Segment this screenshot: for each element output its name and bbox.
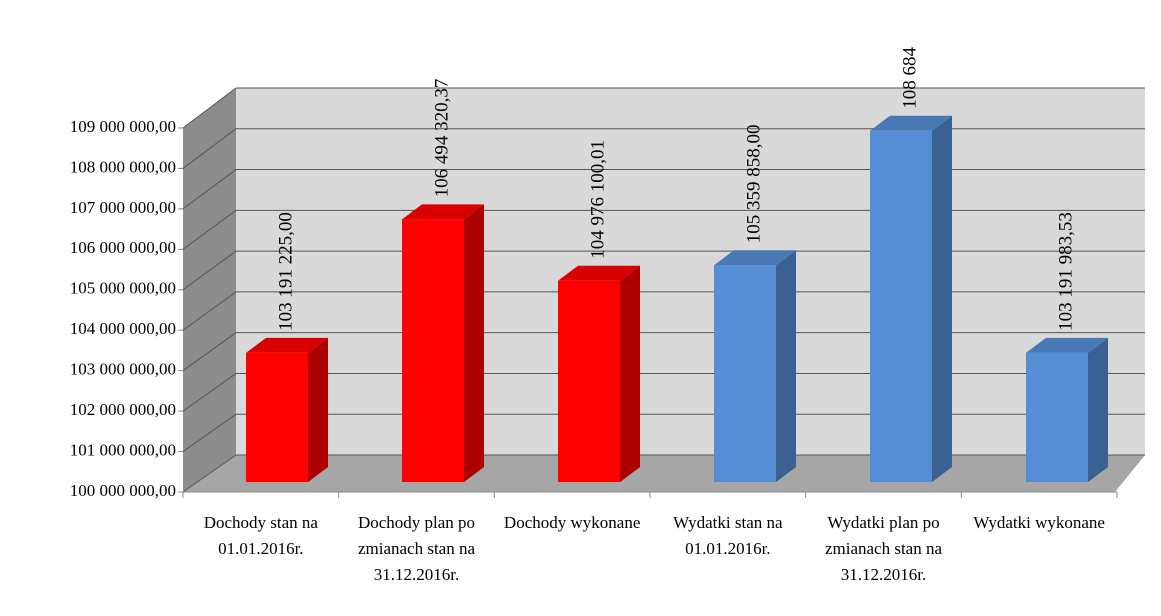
x-tick-label: Dochody plan po zmianach stan na 31.12.2… [357, 513, 476, 584]
grid-line [182, 169, 237, 210]
grid-line [182, 250, 237, 291]
x-tick-label: Wydatki wykonane [973, 513, 1105, 532]
bar-top [1026, 337, 1108, 353]
value-label: 106 494 320,37 [431, 79, 452, 198]
grid-line [182, 332, 237, 372]
grid-line [182, 209, 237, 250]
x-tick-label: Dochody wykonane [503, 513, 641, 532]
grid-line [182, 87, 237, 129]
y-tick-label: 102 000 000,00 [70, 400, 176, 419]
bar [870, 130, 932, 482]
bar-side [464, 204, 484, 482]
y-tick-label: 100 000 000,00 [70, 481, 176, 500]
bar-side [308, 337, 328, 482]
x-tick-label: Dochody stan na 01.01.2016r. [203, 513, 318, 558]
back-wall [236, 88, 1145, 455]
y-tick-label: 104 000 000,00 [70, 319, 176, 338]
bar-side [776, 250, 796, 482]
bar-side [1088, 337, 1108, 482]
grid-line [182, 413, 237, 452]
grid-line [182, 373, 237, 412]
bar [714, 265, 776, 482]
value-label: 105 359 858,00 [743, 124, 764, 243]
x-tick-label: Wydatki plan po zmianach stan na 31.12.2… [824, 513, 943, 584]
y-tick-label: 101 000 000,00 [70, 440, 176, 459]
y-tick-label: 106 000 000,00 [70, 238, 176, 257]
y-tick-label: 105 000 000,00 [70, 279, 176, 298]
y-tick-label: 107 000 000,00 [70, 198, 176, 217]
grid-line [182, 291, 237, 331]
value-label: 108 684 [899, 47, 920, 109]
bar [558, 280, 620, 482]
bar [1026, 352, 1088, 482]
bar-top [870, 115, 952, 131]
side-wall [183, 88, 236, 492]
y-tick-label: 109 000 000,00 [70, 117, 176, 136]
bar [402, 219, 464, 482]
value-label: 104 976 100,01 [587, 140, 608, 259]
y-tick-label: 108 000 000,00 [70, 157, 176, 176]
bar-top [558, 265, 640, 281]
bar-top [402, 204, 484, 220]
bar [246, 352, 308, 482]
bar-top [714, 250, 796, 266]
value-label: 103 191 225,00 [275, 212, 296, 331]
bar-side [932, 115, 952, 482]
y-tick-label: 103 000 000,00 [70, 360, 176, 379]
x-tick-label: Wydatki stan na 01.01.2016r. [673, 513, 783, 558]
grid-line [182, 128, 237, 169]
bar-top [246, 337, 328, 353]
bar-side [620, 265, 640, 482]
grid-line [182, 454, 237, 493]
value-label: 103 191 983,53 [1055, 212, 1076, 331]
